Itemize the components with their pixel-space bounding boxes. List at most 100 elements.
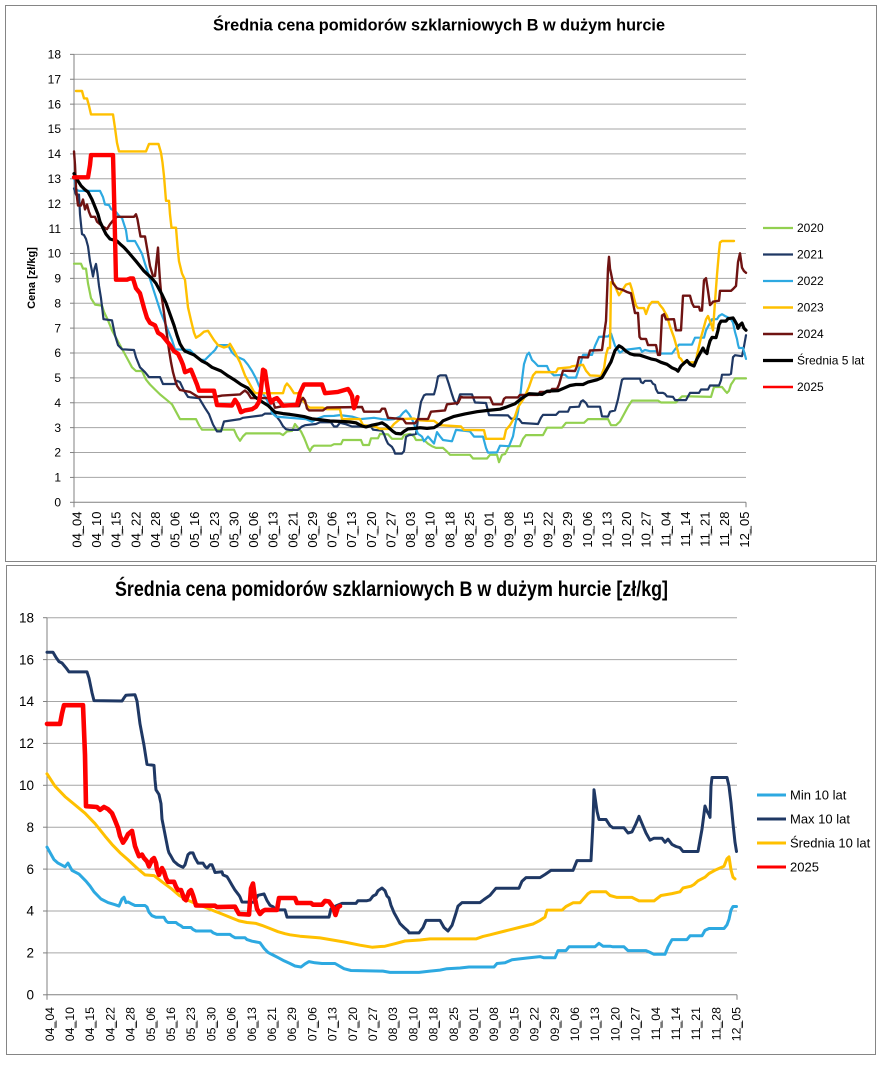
svg-text:04_22: 04_22 (103, 1007, 117, 1041)
svg-text:09_01: 09_01 (467, 1007, 481, 1041)
svg-text:07_20: 07_20 (346, 1007, 360, 1041)
svg-text:09_08: 09_08 (487, 1007, 501, 1041)
svg-text:2: 2 (54, 446, 61, 460)
svg-text:2025: 2025 (797, 380, 824, 394)
svg-text:3: 3 (54, 421, 61, 435)
svg-text:08_03: 08_03 (403, 512, 418, 548)
svg-text:08_25: 08_25 (462, 512, 477, 548)
svg-text:4: 4 (54, 396, 61, 410)
svg-text:Średnia cena pomidorów szklarn: Średnia cena pomidorów szklarniowych B w… (115, 577, 668, 601)
svg-text:Cena [zł/kg]: Cena [zł/kg] (26, 247, 38, 309)
svg-text:06_29: 06_29 (305, 512, 320, 548)
svg-text:09_22: 09_22 (528, 1007, 542, 1041)
svg-text:05_30: 05_30 (226, 512, 241, 548)
svg-text:07_13: 07_13 (344, 512, 359, 548)
svg-text:17: 17 (48, 73, 62, 87)
svg-text:04_10: 04_10 (63, 1007, 77, 1041)
svg-text:12_05: 12_05 (737, 512, 752, 548)
svg-text:08_10: 08_10 (423, 512, 438, 548)
svg-text:10: 10 (19, 778, 34, 793)
svg-text:06_21: 06_21 (285, 512, 300, 548)
svg-text:10_20: 10_20 (619, 512, 634, 548)
svg-text:11_21: 11_21 (689, 1007, 703, 1040)
svg-text:08_18: 08_18 (427, 1007, 441, 1041)
svg-text:2024: 2024 (797, 327, 824, 341)
svg-text:04_10: 04_10 (89, 512, 104, 548)
svg-text:11_21: 11_21 (698, 512, 713, 547)
svg-text:9: 9 (54, 272, 61, 286)
svg-text:09_15: 09_15 (507, 1007, 521, 1041)
svg-text:11_04: 11_04 (649, 1007, 663, 1040)
svg-text:05_30: 05_30 (204, 1007, 218, 1041)
svg-text:11_14: 11_14 (669, 1007, 683, 1040)
svg-text:04_22: 04_22 (128, 512, 143, 548)
svg-text:2020: 2020 (797, 221, 824, 235)
svg-text:14: 14 (19, 694, 35, 709)
svg-text:Min 10 lat: Min 10 lat (790, 788, 847, 803)
svg-text:04_04: 04_04 (43, 1007, 57, 1041)
svg-text:06_13: 06_13 (245, 1007, 259, 1041)
svg-text:2025: 2025 (790, 860, 819, 875)
svg-text:Średnia cena pomidorów szklarn: Średnia cena pomidorów szklarniowych B w… (213, 16, 665, 35)
svg-text:06_21: 06_21 (265, 1007, 279, 1041)
svg-text:11_04: 11_04 (658, 512, 673, 547)
svg-text:09_29: 09_29 (548, 1007, 562, 1041)
svg-text:0: 0 (54, 496, 61, 510)
svg-text:Max 10 lat: Max 10 lat (790, 812, 850, 827)
svg-text:10_06: 10_06 (580, 512, 595, 548)
svg-text:14: 14 (48, 147, 62, 161)
svg-text:12: 12 (19, 736, 34, 751)
svg-text:15: 15 (48, 122, 62, 136)
svg-text:04_28: 04_28 (148, 512, 163, 548)
svg-text:11: 11 (49, 222, 62, 236)
svg-text:08_25: 08_25 (447, 1007, 461, 1041)
svg-text:10_13: 10_13 (599, 512, 614, 548)
svg-text:06_13: 06_13 (266, 512, 281, 548)
svg-text:05_06: 05_06 (144, 1007, 158, 1041)
svg-text:04_15: 04_15 (83, 1007, 97, 1041)
svg-text:7: 7 (54, 321, 61, 335)
svg-text:10_13: 10_13 (588, 1007, 602, 1041)
svg-text:07_27: 07_27 (366, 1007, 380, 1041)
svg-text:06_06: 06_06 (225, 1007, 239, 1041)
svg-text:08_18: 08_18 (442, 512, 457, 548)
svg-text:05_16: 05_16 (164, 1007, 178, 1041)
svg-text:11_14: 11_14 (678, 512, 693, 547)
svg-text:04_04: 04_04 (69, 512, 84, 548)
svg-text:6: 6 (26, 862, 34, 877)
svg-text:13: 13 (48, 172, 62, 186)
svg-text:1: 1 (54, 471, 61, 485)
svg-text:Średnia 5 lat: Średnia 5 lat (797, 353, 865, 368)
svg-text:08_10: 08_10 (406, 1007, 420, 1041)
svg-text:2022: 2022 (797, 274, 824, 288)
svg-text:07_27: 07_27 (384, 512, 399, 548)
svg-text:11_28: 11_28 (709, 1007, 723, 1040)
svg-text:10_20: 10_20 (608, 1007, 622, 1041)
svg-text:10: 10 (48, 247, 62, 261)
svg-text:11_28: 11_28 (717, 512, 732, 547)
svg-text:05_23: 05_23 (207, 512, 222, 548)
svg-text:0: 0 (26, 988, 34, 1003)
svg-text:2: 2 (26, 946, 34, 961)
svg-text:12: 12 (48, 197, 62, 211)
svg-text:07_20: 07_20 (364, 512, 379, 548)
svg-text:Średnia 10 lat: Średnia 10 lat (790, 836, 871, 851)
svg-text:09_08: 09_08 (501, 512, 516, 548)
svg-text:18: 18 (48, 48, 62, 62)
svg-text:16: 16 (48, 97, 62, 111)
svg-text:5: 5 (54, 371, 61, 385)
svg-text:10_27: 10_27 (639, 512, 654, 548)
svg-text:09_15: 09_15 (521, 512, 536, 548)
svg-text:09_01: 09_01 (482, 512, 497, 548)
svg-text:05_23: 05_23 (184, 1007, 198, 1041)
svg-text:18: 18 (19, 610, 34, 625)
svg-text:2023: 2023 (797, 301, 824, 315)
svg-text:4: 4 (26, 904, 34, 919)
svg-text:10_27: 10_27 (629, 1007, 643, 1041)
svg-text:04_28: 04_28 (124, 1007, 138, 1041)
svg-text:07_06: 07_06 (305, 1007, 319, 1041)
svg-text:12_05: 12_05 (730, 1007, 744, 1041)
svg-text:10_06: 10_06 (568, 1007, 582, 1041)
svg-text:06_06: 06_06 (246, 512, 261, 548)
svg-text:07_13: 07_13 (326, 1007, 340, 1041)
